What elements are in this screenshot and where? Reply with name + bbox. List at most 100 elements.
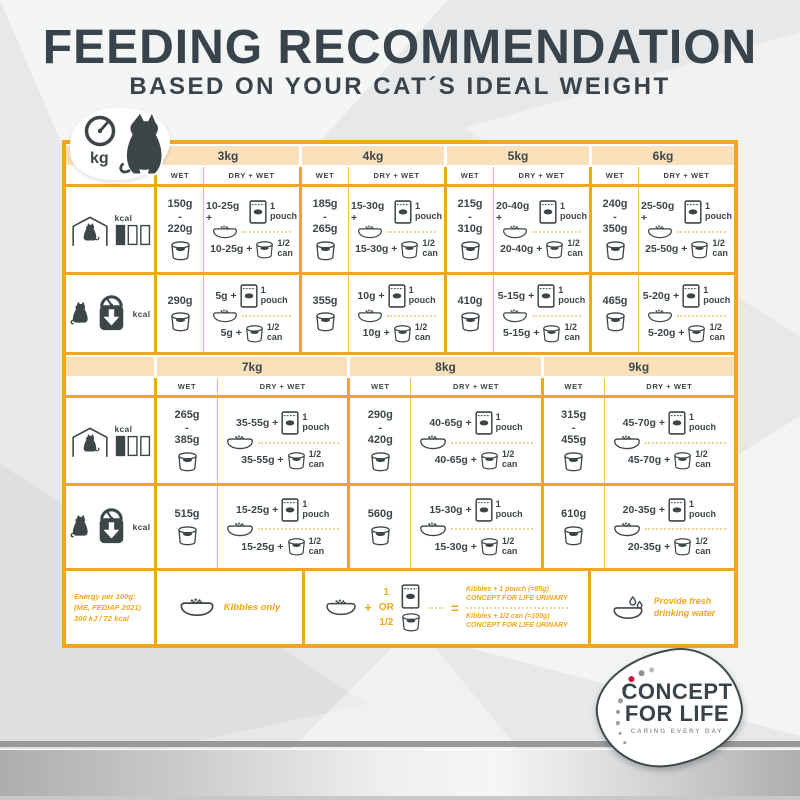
can-icon: [370, 525, 391, 546]
pouch-icon: [668, 498, 686, 522]
pouch-icon: [668, 411, 686, 435]
dry-amount: 35-55g +: [236, 417, 279, 430]
pouch-icon: [388, 284, 406, 308]
pouch-icon: [475, 411, 493, 435]
pouch-icon: [240, 284, 258, 308]
group-5kg-indoor: 215g -310g 20-40g +1 pouch 20-40g +1/2 can: [444, 187, 589, 272]
dry-amount: 5-20g +: [648, 327, 685, 339]
can-icon: [177, 451, 198, 472]
dry-wet-cell: 20-35g +1 pouch 20-35g +1/2 can: [603, 486, 734, 568]
wet-cell: 515g: [157, 486, 217, 568]
dry-wet-cell: 5-20g +1 pouch 5-20g +1/2 can: [638, 275, 734, 352]
bowl-icon: [647, 225, 673, 239]
pouch-icon: [682, 284, 700, 308]
can-icon: [545, 240, 564, 259]
fresh-water-note: Provide fresh drinking water: [588, 571, 734, 644]
bowl-icon: [357, 225, 383, 239]
wet-amount: 265g -385g: [174, 409, 200, 447]
can-icon: [370, 451, 391, 472]
dry-wet-cell: 25-50g +1 pouch 25-50g +1/2 can: [638, 187, 734, 272]
group-5kg-loss: 410g 5-15g +1 pouch 5-15g +1/2 can: [444, 275, 589, 352]
group-6kg-loss: 465g 5-20g +1 pouch 5-20g +1/2 can: [589, 275, 734, 352]
dry-wet-cell: 5g +1 pouch 5g +1/2 can: [203, 275, 299, 352]
dry-amount: 25-50g +: [645, 243, 688, 255]
dry-amount: 10-25g +: [210, 243, 253, 255]
can-icon: [315, 240, 336, 261]
can-icon: [480, 451, 499, 470]
weight-header-7kg: 7kg: [154, 357, 348, 376]
logo-line1: CONCEPT: [621, 678, 733, 704]
bottom-edge: [0, 796, 800, 800]
dry-amount: 35-55g +: [241, 454, 284, 466]
can-icon: [460, 311, 481, 332]
wet-cell: 290g: [157, 275, 203, 352]
weight-header-3kg: 3kg: [154, 146, 299, 165]
weight-header-8kg: 8kg: [347, 357, 541, 376]
can-icon: [393, 324, 412, 343]
wet-cell: 610g: [544, 486, 604, 568]
bowl-icon: [613, 522, 641, 537]
dry-wet-cell: 15-30g +1 pouch 15-30g +1/2 can: [348, 187, 444, 272]
dry-amount: 5g +: [220, 327, 242, 339]
bowl-icon: [226, 435, 254, 450]
dry-amount: 45-70g +: [622, 417, 665, 430]
weight-loss-row-2: kcal 515g 15-25g +1 pouch 15-25g +1/2 can …: [66, 486, 734, 571]
dry-wet-column-label: DRY + WET: [348, 167, 444, 184]
kibbles-only-note: Kibbles only: [154, 571, 302, 644]
wet-amount: 465g: [602, 294, 628, 307]
weight-header-band-2: 7kg 8kg 9kg: [66, 357, 734, 376]
dry-wet-cell: 5-15g +1 pouch 5-15g +1/2 can: [493, 275, 589, 352]
can-icon: [605, 311, 626, 332]
kcal-label: kcal: [132, 522, 151, 532]
indoor-row-1: kcal 150g -220g 10-25g +1 pouch 10-25g +1/…: [66, 187, 734, 275]
group-4kg-loss: 355g 10g +1 pouch 10g +1/2 can: [299, 275, 444, 352]
group-6kg-indoor: 240g -350g 25-50g +1 pouch 25-50g +1/2 can: [589, 187, 734, 272]
dry-wet-cell: 10-25g +1 pouch 10-25g +1/2 can: [203, 187, 299, 272]
bowl-icon: [212, 225, 238, 239]
weight-header-9kg: 9kg: [540, 357, 734, 376]
dry-amount: 40-65g +: [429, 417, 472, 430]
equivalence-note: + 1 OR 1/2 = Kibbles + 1 pouch (=85g) CO…: [302, 571, 588, 644]
kcal-label: kcal: [132, 308, 151, 319]
wet-amount: 315g -455g: [561, 409, 587, 447]
can-icon: [177, 525, 198, 546]
subheader-row-2: WET DRY + WET WET DRY + WET WET DRY + WET: [66, 378, 734, 398]
group-3kg-loss: 290g 5g +1 pouch 5g +1/2 can: [154, 275, 299, 352]
wet-amount: 560g: [367, 508, 393, 521]
wet-amount: 185g -265g: [312, 198, 338, 236]
weight-header-4kg: 4kg: [299, 146, 444, 165]
subheader-row-1: WET DRY + WET WET DRY + WET WET DRY + WET W…: [66, 167, 734, 187]
wet-column-label: WET: [177, 382, 197, 391]
logo-line2: FOR LIFE: [624, 701, 730, 726]
indoor-row-label: kcal: [66, 398, 154, 483]
page-subtitle: BASED ON YOUR CAT´S IDEAL WEIGHT: [129, 73, 671, 100]
weight-loss-row-label: kcal: [66, 486, 154, 568]
dry-amount: 10g +: [357, 290, 385, 303]
dry-amount: 5-15g +: [497, 290, 535, 303]
can-icon: [170, 240, 191, 261]
wet-column-label: WET: [371, 382, 390, 391]
pouch-icon: [249, 200, 267, 224]
wet-amount: 610g: [561, 508, 587, 521]
dry-amount: 45-70g +: [627, 454, 671, 466]
wet-column-label: WET: [170, 171, 190, 180]
dry-amount: 20-40g +: [496, 200, 530, 225]
wet-amount: 290g -420g: [367, 409, 393, 447]
bowl-icon: [419, 522, 447, 537]
dry-wet-column-label: DRY + WET: [410, 378, 540, 395]
group-7kg-loss: 515g 15-25g +1 pouch 15-25g +1/2 can: [154, 486, 347, 568]
can-icon: [605, 240, 626, 261]
can-icon: [673, 537, 692, 556]
bowl-icon: [613, 435, 641, 450]
bowl-icon: [647, 309, 673, 323]
kcal-level-icon: [115, 435, 151, 457]
wet-cell: 265g -385g: [157, 398, 217, 483]
can-icon: [690, 240, 709, 259]
wet-cell: 150g -220g: [157, 187, 203, 272]
can-icon: [542, 324, 561, 343]
cat-weight-loss-icon: [70, 295, 128, 333]
kg-unit-label: kg: [90, 150, 109, 167]
wet-amount: 290g: [167, 294, 193, 307]
kcal-level-icon: [115, 224, 151, 246]
